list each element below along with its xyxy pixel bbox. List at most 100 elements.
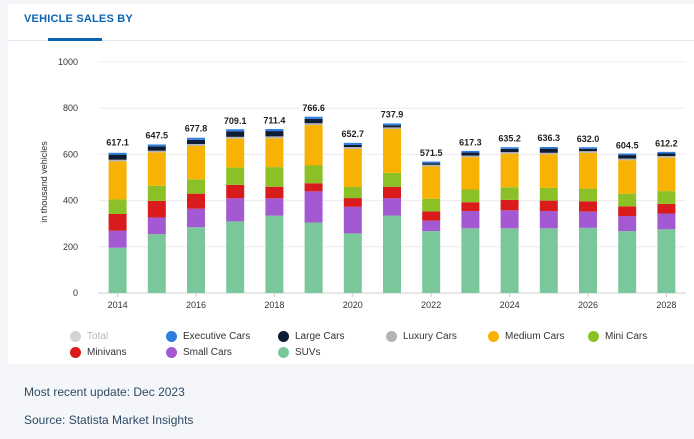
bar-segment-minivans (500, 199, 519, 211)
x-tick-label: 2020 (343, 300, 363, 310)
legend-item-executive-cars[interactable]: Executive Cars (166, 331, 250, 342)
bar-segment-mini-cars (383, 172, 401, 187)
legend-label: Large Cars (295, 331, 345, 342)
legend: Total Executive Cars Large Cars Luxury Cars… (70, 331, 690, 365)
bar-segment-executive-cars (108, 152, 127, 155)
bar-segment-minivans (108, 213, 127, 231)
bar-segment-suvs (539, 228, 558, 293)
legend-label: Total (87, 331, 109, 342)
tab-vehicle-sales-by[interactable]: VEHICLE SALES BY (24, 13, 133, 25)
bar-segment-luxury-cars (657, 156, 676, 158)
bar-segment-executive-cars (579, 147, 597, 149)
bar-segment-large-cars (618, 155, 637, 159)
legend-swatch (70, 331, 81, 342)
bar-segment-executive-cars (226, 129, 245, 132)
bar-segment-luxury-cars (108, 159, 127, 162)
legend-item-medium-cars[interactable]: Medium Cars (488, 331, 564, 342)
legend-item-luxury-cars[interactable]: Luxury Cars (386, 331, 457, 342)
y-tick-label: 600 (63, 149, 78, 159)
bar-segment-luxury-cars (226, 136, 245, 139)
bar-segment-small-cars (187, 208, 205, 228)
y-tick-label: 800 (63, 103, 78, 113)
bar-segment-mini-cars (304, 165, 323, 184)
legend-item-suvs[interactable]: SUVs (278, 347, 321, 358)
bar-segment-suvs (461, 228, 480, 293)
bar-segment-mini-cars (461, 189, 480, 203)
bar-segment-medium-cars (383, 128, 401, 173)
bar-segment-medium-cars (539, 154, 558, 188)
bar-segment-suvs (657, 229, 676, 293)
legend-item-large-cars[interactable]: Large Cars (278, 331, 344, 342)
y-tick-label: 0 (73, 288, 78, 298)
bar-segment-mini-cars (343, 186, 362, 199)
legend-swatch (70, 347, 81, 358)
bar-segment-medium-cars (500, 153, 519, 188)
legend-item-small-cars[interactable]: Small Cars (166, 347, 232, 358)
bar-segment-luxury-cars (343, 147, 362, 149)
bar-segment-small-cars (265, 198, 284, 216)
bar-segment-large-cars (187, 139, 205, 145)
bar-segment-small-cars (383, 198, 401, 216)
bar-segment-minivans (265, 186, 284, 199)
bar-segment-minivans (187, 193, 205, 209)
bar-segment-minivans (226, 184, 245, 199)
legend-item-total[interactable]: Total (70, 331, 108, 342)
bar-segment-luxury-cars (618, 158, 637, 161)
bar-segment-mini-cars (657, 191, 676, 204)
bar-segment-large-cars (657, 153, 676, 157)
bar-segment-medium-cars (226, 138, 245, 168)
x-tick-label: 2018 (264, 300, 284, 310)
x-tick-label: 2016 (186, 300, 206, 310)
legend-item-mini-cars[interactable]: Mini Cars (588, 331, 647, 342)
bar-segment-suvs (618, 231, 637, 293)
legend-swatch (588, 331, 599, 342)
bar-segment-medium-cars (147, 152, 166, 186)
total-label: 612.2 (655, 139, 678, 149)
bar-segment-mini-cars (265, 167, 284, 187)
bar-segment-medium-cars (187, 145, 205, 180)
bar-segment-minivans (422, 211, 441, 221)
bar-segment-luxury-cars (383, 127, 401, 129)
tab-bar: VEHICLE SALES BY (8, 4, 694, 41)
bar-segment-suvs (500, 228, 519, 293)
bar-segment-small-cars (618, 216, 637, 232)
source-note: Source: Statista Market Insights (24, 413, 194, 427)
total-label: 571.5 (420, 148, 443, 158)
bar-segment-minivans (147, 200, 166, 218)
bar-segment-large-cars (383, 125, 401, 128)
bar-segment-luxury-cars (147, 150, 166, 153)
x-tick-label: 2028 (656, 300, 676, 310)
bar-segment-minivans (657, 203, 676, 214)
bar-segment-minivans (618, 206, 637, 217)
x-axis-ticks: 2014 2016 2018 2020 2022 2024 2026 2028 (108, 293, 676, 310)
bar-segment-mini-cars (108, 199, 127, 214)
bar-segment-executive-cars (383, 123, 401, 126)
bar-segment-executive-cars (304, 116, 323, 119)
bar-segment-luxury-cars (461, 155, 480, 158)
bar-segment-suvs (579, 227, 597, 293)
bar-segment-small-cars (226, 198, 245, 222)
bar-segment-large-cars (422, 163, 441, 165)
bar-segment-medium-cars (579, 152, 597, 189)
legend-item-minivans[interactable]: Minivans (70, 347, 126, 358)
bar-segment-executive-cars (657, 151, 676, 154)
legend-label: Luxury Cars (403, 331, 457, 342)
bar-segment-suvs (343, 233, 362, 293)
bar-segment-mini-cars (187, 179, 205, 194)
legend-label: SUVs (295, 347, 321, 358)
legend-swatch (166, 347, 177, 358)
bar-segment-luxury-cars (187, 144, 205, 146)
bar-segment-small-cars (539, 210, 558, 229)
total-label: 652.7 (342, 129, 365, 139)
bar-segment-medium-cars (461, 157, 480, 190)
bar-segment-small-cars (343, 206, 362, 234)
bar-segment-executive-cars (343, 142, 362, 145)
stacked-bar-chart: 0 200 400 600 800 1000 in thousand vehicles 6… (39, 57, 686, 310)
bar-segment-large-cars (500, 148, 519, 153)
y-tick-label: 200 (63, 242, 78, 252)
y-tick-label: 1000 (58, 57, 78, 67)
legend-swatch (386, 331, 397, 342)
total-label: 709.1 (224, 116, 247, 126)
bar-segment-executive-cars (539, 147, 558, 149)
bar-segment-medium-cars (618, 160, 637, 194)
